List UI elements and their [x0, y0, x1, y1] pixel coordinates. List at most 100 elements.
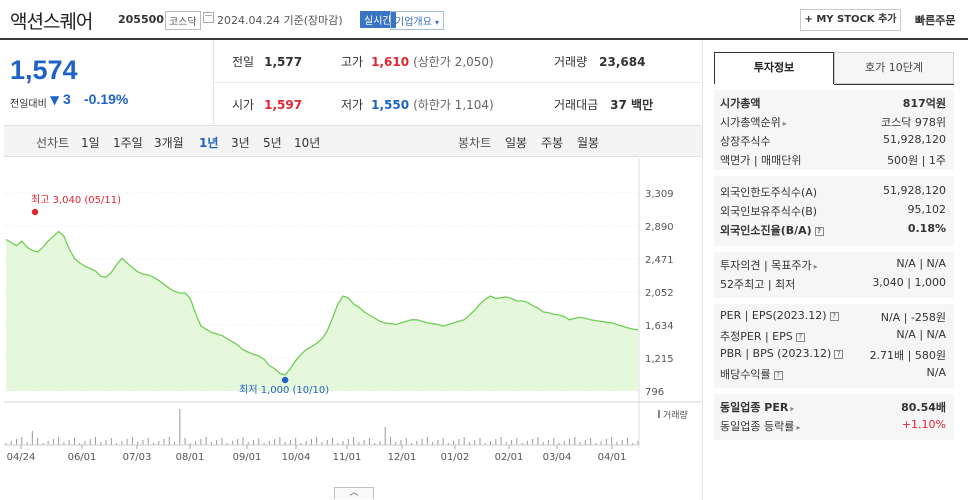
tab-1w[interactable]: 1주일 — [113, 136, 143, 150]
info-row-label-text: 배당수익률 — [720, 368, 771, 381]
value: 1,597 — [264, 97, 303, 112]
volume-bar — [95, 437, 97, 445]
info-row-label-text: 외국인한도주식수(A) — [720, 186, 818, 199]
label: 저가 — [341, 98, 364, 112]
candle-chart-label: 봉차트 — [458, 136, 492, 150]
volume-bar — [137, 442, 139, 445]
tab-5y[interactable]: 5년 — [263, 136, 282, 150]
caret-right-icon[interactable]: ▸ — [790, 404, 795, 413]
volume-bar — [226, 443, 228, 445]
info-row-label: 액면가 | 매매단위 — [720, 152, 802, 168]
quick-order-button[interactable]: 빠른주문 — [915, 14, 956, 27]
info-row-label: 배당수익률? — [720, 366, 783, 382]
volume-bar — [447, 443, 449, 445]
volume-bar — [284, 442, 286, 445]
volume-bar — [463, 437, 465, 445]
volume-bar — [342, 441, 344, 445]
volume-bar — [210, 442, 212, 445]
info-box-market-cap: 시가총액 817억원 시가총액순위 ▸ 코스닥 978위 상장주식수 51,928,120 액… — [714, 90, 954, 170]
info-row-value: +1.10% — [901, 418, 946, 431]
info-row-value: 3,040 | 1,000 — [872, 276, 946, 289]
volume-bar — [163, 439, 165, 445]
volume-bar — [231, 441, 233, 445]
volume-bar — [621, 440, 623, 445]
info-row: 액면가 | 매매단위 500원 | 1주 — [720, 152, 946, 168]
info-row-label-text: PER | EPS(2023.12) — [720, 309, 827, 322]
tab-3y[interactable]: 3년 — [231, 136, 250, 150]
tab-hoga-10[interactable]: 호가 10단계 — [834, 52, 954, 84]
volume-bar — [116, 443, 118, 445]
label: 거래량 — [554, 55, 588, 69]
quote-low: 저가 1,550 (하한가 1,104) — [341, 96, 494, 113]
volume-bar — [316, 437, 318, 445]
corp-overview-button[interactable]: 기업개요 ▾ — [390, 11, 445, 30]
tab-1d[interactable]: 1일 — [81, 136, 100, 150]
realtime-badge[interactable]: 실시간 — [360, 11, 396, 28]
price-line — [5, 230, 639, 376]
volume-bar — [179, 409, 181, 445]
volume-bar — [310, 439, 312, 445]
tab-weekly-candle[interactable]: 주봉 — [541, 136, 564, 150]
info-row-label-text: 외국인소진율(B/A) — [720, 224, 812, 237]
volume-bar — [405, 438, 407, 445]
help-icon[interactable]: ? — [795, 332, 805, 342]
calendar-icon — [203, 12, 214, 23]
volume-bar — [632, 443, 634, 445]
volume-bar — [195, 441, 197, 445]
info-row-value: 51,928,120 — [883, 133, 946, 146]
info-row-label: 시가총액순위 ▸ — [720, 114, 787, 130]
volume-bar — [58, 437, 60, 445]
caret-right-icon[interactable]: ▸ — [813, 262, 818, 271]
tab-10y[interactable]: 10년 — [294, 136, 321, 150]
info-row-label-text: 추정PER | EPS — [720, 330, 793, 343]
info-row: 시가총액 817억원 — [720, 95, 946, 111]
volume-bar — [453, 441, 455, 445]
help-icon[interactable]: ? — [829, 311, 839, 321]
info-row-label-text: 동일업종 PER — [720, 401, 789, 414]
min-label: 최저 1,000 (10/10) — [239, 384, 329, 396]
my-stock-add-button[interactable]: + MY STOCK 추가 — [800, 9, 901, 31]
volume-bar — [242, 437, 244, 445]
volume-bar — [158, 441, 160, 445]
tab-daily-candle[interactable]: 일봉 — [505, 136, 528, 150]
volume-bar — [395, 442, 397, 445]
tab-3m[interactable]: 3개월 — [154, 136, 184, 150]
help-icon[interactable]: ? — [814, 226, 824, 236]
info-row-label: 외국인소진율(B/A)? — [720, 222, 824, 238]
volume-bar — [84, 441, 86, 445]
info-row-label-text: 시가총액순위 — [720, 116, 781, 129]
label: 고가 — [341, 55, 364, 69]
volume-bar — [616, 442, 618, 445]
info-row-label-text: PBR | BPS (2023.12) — [720, 347, 832, 360]
info-row-value: N/A | -258원 — [880, 311, 946, 324]
help-icon[interactable]: ? — [773, 370, 783, 380]
price-change-pct: -0.19% — [84, 91, 129, 107]
volume-bar — [411, 443, 413, 445]
volume-bar — [569, 439, 571, 445]
volume-bar — [521, 443, 523, 445]
volume-bar — [189, 443, 191, 445]
prev-day-label: 전일대비 — [10, 99, 47, 110]
help-icon[interactable]: ? — [834, 349, 844, 359]
tab-1y[interactable]: 1년 — [199, 136, 219, 150]
collapse-button[interactable]: ︿ — [334, 487, 374, 499]
price-chart[interactable]: 3,309 2,890 2,471 2,052 1,634 1,215 796 최고 3,04… — [4, 158, 702, 500]
info-row-value: N/A — [926, 366, 946, 379]
tab-monthly-candle[interactable]: 월봉 — [577, 136, 600, 150]
volume-bar — [332, 438, 334, 445]
caret-right-icon[interactable]: ▸ — [782, 119, 787, 128]
volume-bar — [263, 443, 265, 445]
volume-bar — [21, 437, 23, 445]
x-tick-label: 07/03 — [123, 452, 152, 463]
max-label: 최고 3,040 (05/11) — [31, 194, 121, 206]
value: 23,684 — [599, 54, 646, 69]
caret-right-icon[interactable]: ▸ — [796, 423, 801, 432]
volume-bar — [126, 439, 128, 445]
volume-bar — [326, 440, 328, 445]
volume-bar — [590, 438, 592, 445]
y-tick-label: 2,890 — [645, 222, 674, 233]
info-row-label: 상장주식수 — [720, 133, 771, 149]
value: 1,610 — [371, 54, 410, 69]
tab-invest-info[interactable]: 투자정보 — [714, 52, 834, 84]
